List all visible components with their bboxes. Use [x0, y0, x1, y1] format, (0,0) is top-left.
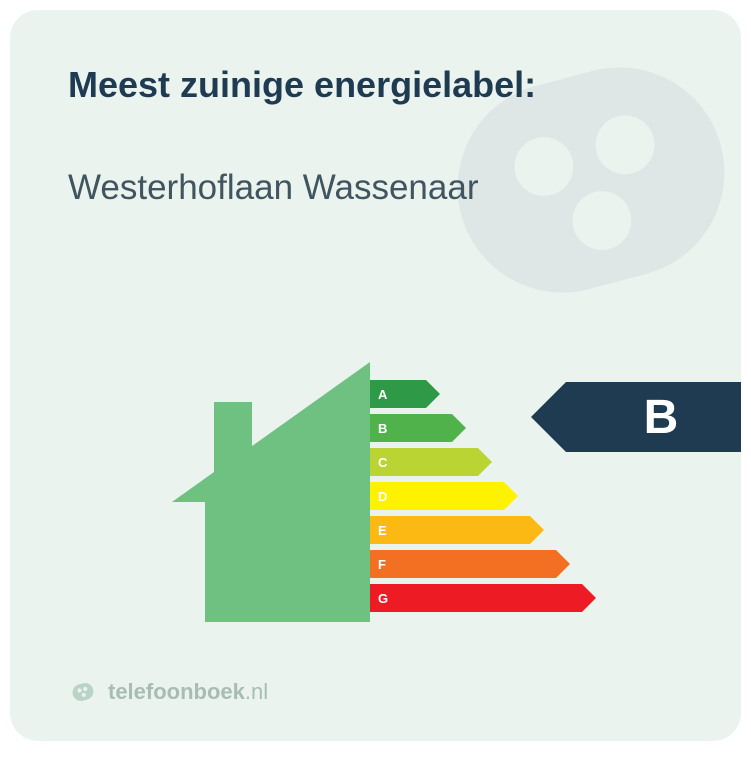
bar-body: B: [370, 414, 452, 442]
bar-label: A: [378, 387, 387, 402]
house-icon: [172, 362, 370, 622]
footer-brand-light: .nl: [245, 679, 268, 704]
bar-label: F: [378, 557, 386, 572]
bar-arrow: [556, 550, 570, 578]
bar-label: E: [378, 523, 387, 538]
bar-arrow: [426, 380, 440, 408]
bar-label: B: [378, 421, 387, 436]
badge-label: B: [644, 390, 679, 445]
energy-bar-b: B: [370, 414, 452, 442]
footer-brand-bold: telefoonboek: [108, 679, 245, 704]
footer-logo-icon: [68, 677, 98, 707]
bar-body: A: [370, 380, 426, 408]
card-title: Meest zuinige energielabel:: [68, 64, 536, 106]
bar-body: D: [370, 482, 504, 510]
bar-arrow: [504, 482, 518, 510]
energy-label-card: Meest zuinige energielabel: Westerhoflaa…: [10, 10, 741, 741]
energy-bar-a: A: [370, 380, 426, 408]
bar-body: F: [370, 550, 556, 578]
card-subtitle: Westerhoflaan Wassenaar: [68, 168, 478, 208]
bar-arrow: [452, 414, 466, 442]
footer: telefoonboek.nl: [68, 677, 268, 707]
energy-bar-g: G: [370, 584, 582, 612]
bar-label: G: [378, 591, 388, 606]
energy-badge: B: [566, 382, 741, 452]
bar-body: G: [370, 584, 582, 612]
bar-body: C: [370, 448, 478, 476]
energy-bar-e: E: [370, 516, 530, 544]
bar-arrow: [478, 448, 492, 476]
bar-label: C: [378, 455, 387, 470]
bar-body: E: [370, 516, 530, 544]
energy-bar-f: F: [370, 550, 556, 578]
footer-brand: telefoonboek.nl: [108, 679, 268, 705]
badge-arrow: [531, 382, 566, 452]
energy-bar-c: C: [370, 448, 478, 476]
bar-arrow: [582, 584, 596, 612]
bar-label: D: [378, 489, 387, 504]
energy-bar-d: D: [370, 482, 504, 510]
bar-arrow: [530, 516, 544, 544]
